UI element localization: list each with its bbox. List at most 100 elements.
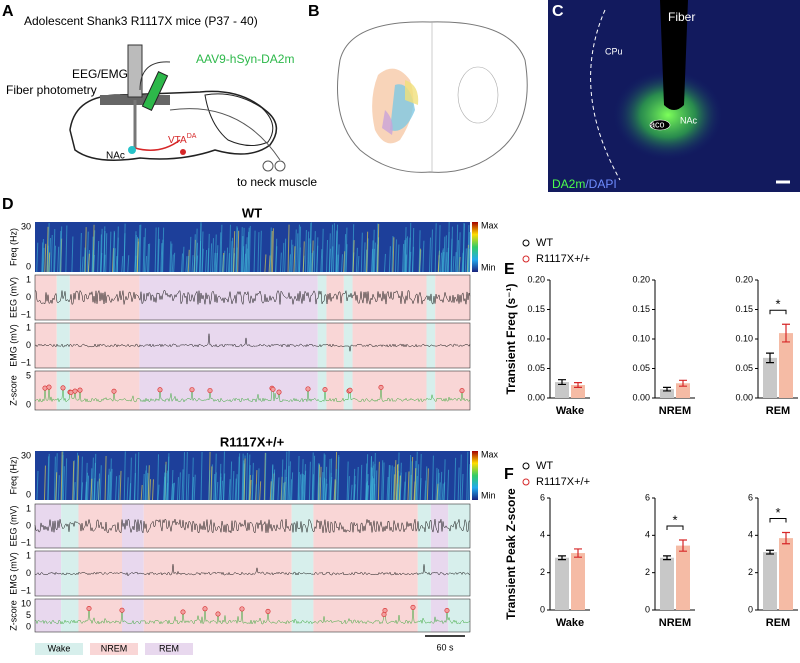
spectro-streak [242, 463, 245, 501]
spectro-streak [208, 470, 211, 501]
spectro-streak [317, 463, 320, 501]
spectro-streak [207, 233, 210, 273]
y-tick-label: 6 [540, 492, 545, 502]
spectro-streak [127, 255, 130, 273]
spectro-streak [227, 253, 230, 273]
scale-bar-label: 60 s [436, 642, 454, 652]
spectro-streak [466, 247, 469, 273]
spectro-streak [97, 240, 100, 273]
spectro-streak [304, 470, 307, 501]
spectro-streak [87, 253, 90, 273]
y-tick-label: 0.05 [632, 363, 650, 373]
category-label: Wake [556, 405, 584, 417]
spectro-streak [447, 222, 450, 273]
y-tick-label: 2 [645, 567, 650, 577]
spectro-streak [257, 232, 260, 273]
spectro-streak [219, 473, 222, 501]
spectro-streak [264, 254, 267, 273]
spectro-streak [355, 247, 358, 273]
spectro-streak [215, 252, 218, 273]
spectro-streak [97, 473, 100, 501]
spectro-streak [399, 462, 402, 501]
spectro-streak [294, 229, 297, 273]
state-shading [69, 323, 140, 368]
spectro-streak [405, 254, 408, 273]
spectro-streak [406, 236, 409, 273]
spectro-streak [468, 464, 471, 501]
state-shading [326, 323, 344, 368]
spectro-streak [171, 254, 174, 273]
spectro-streak [221, 254, 224, 273]
state-shading [78, 504, 122, 548]
spectro-streak [268, 255, 271, 273]
y-tick-label: 0.10 [632, 333, 650, 343]
projection [134, 139, 181, 151]
spectro-streak [388, 465, 391, 501]
spectro-streak [133, 473, 136, 501]
error-bar [782, 531, 790, 545]
spectro-streak [336, 254, 339, 273]
spectro-streak [160, 243, 163, 273]
spectro-streak [402, 243, 405, 273]
spectro-streak [411, 246, 414, 273]
spectro-streak [365, 482, 368, 501]
bar [779, 333, 793, 398]
spectro-streak [430, 229, 433, 273]
spectro-streak [136, 236, 139, 273]
spectro-streak [134, 234, 137, 273]
spectro-streak [409, 251, 412, 273]
spectro-streak [241, 453, 244, 501]
state-shading [139, 371, 318, 410]
spectro-streak [41, 242, 44, 273]
spectro-streak [435, 467, 438, 501]
spectro-streak [273, 469, 276, 501]
sig-bracket [769, 518, 787, 523]
spectro-streak [230, 241, 233, 273]
spectro-streak [270, 231, 273, 273]
bar [676, 545, 690, 610]
peak-marker [180, 609, 186, 615]
spectro-streak [377, 461, 380, 501]
panel-label: B [308, 3, 320, 20]
spectro-streak [228, 224, 231, 273]
striatum [457, 66, 499, 124]
peak-marker [459, 388, 465, 394]
spectro-streak [36, 470, 39, 501]
spectro-streak [211, 238, 214, 273]
spectro-streak [445, 252, 448, 273]
spectro-streak [281, 459, 284, 501]
spectro-streak [115, 476, 118, 501]
spectro-streak [350, 484, 353, 501]
spectro-streak [459, 454, 462, 501]
spectro-streak [410, 461, 413, 501]
spectro-streak [371, 240, 374, 273]
spectro-streak [308, 461, 311, 501]
spectro-streak [344, 234, 347, 273]
fiber-ferrule [127, 44, 143, 98]
spectro-streak [454, 457, 457, 501]
spectro-streak [311, 474, 314, 501]
spectro-streak [148, 243, 151, 273]
row-ylabel: EEG (mV) [8, 277, 18, 318]
spectro-streak [404, 472, 407, 501]
error-bar [679, 379, 687, 387]
trace [34, 564, 471, 577]
spectro-streak [437, 472, 440, 501]
spectro-streak [107, 468, 110, 501]
spectro-streak [92, 254, 95, 273]
row-ylabel: EEG (mV) [8, 505, 18, 546]
trace [34, 607, 471, 625]
spectro-streak [431, 455, 434, 501]
state-shading [417, 504, 431, 548]
label: Fiber [668, 10, 695, 24]
spectro-streak [282, 242, 285, 273]
peak-marker [77, 387, 83, 393]
spectro-streak [307, 231, 310, 273]
row-tick-label: 30 [21, 221, 31, 231]
state-shading [291, 599, 314, 632]
spectro-streak [113, 232, 116, 273]
spectro-streak [243, 458, 246, 501]
legend-swatch [145, 643, 193, 655]
spectro-streak [245, 237, 248, 273]
spectro-streak [308, 243, 311, 273]
